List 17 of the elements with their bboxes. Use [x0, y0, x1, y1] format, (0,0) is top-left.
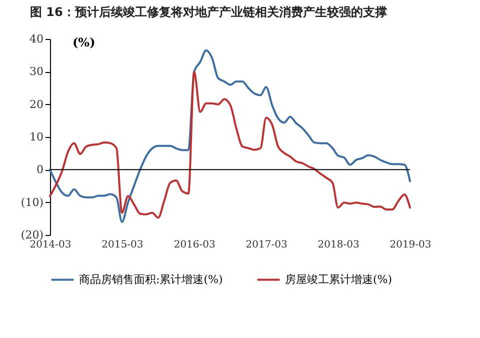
- x-tick-label: 2017-03: [246, 240, 288, 250]
- chart-title: 图 16：预计后续竣工修复将对地产产业链相关消费产生较强的支撑: [30, 5, 387, 19]
- legend-label: 房屋竣工累计增速(%): [285, 272, 392, 286]
- y-tick-label: 10: [30, 130, 44, 144]
- y-axis-title: (%): [72, 36, 96, 50]
- x-tick-label: 2019-03: [390, 240, 432, 250]
- y-tick-label: 30: [30, 65, 44, 78]
- y-tick-label: 0: [36, 163, 44, 176]
- y-tick-label: (10): [20, 196, 44, 209]
- y-tick-label: 40: [30, 32, 44, 46]
- x-tick-label: 2014-03: [30, 240, 72, 250]
- y-tick-label: (20): [20, 228, 44, 242]
- x-tick-label: 2015-03: [102, 240, 144, 250]
- legend-label: 商品房销售面积:累计增速(%): [79, 272, 223, 286]
- x-tick-label: 2018-03: [318, 240, 360, 250]
- x-tick-label: 2016-03: [174, 240, 216, 250]
- y-tick-label: 20: [30, 98, 44, 111]
